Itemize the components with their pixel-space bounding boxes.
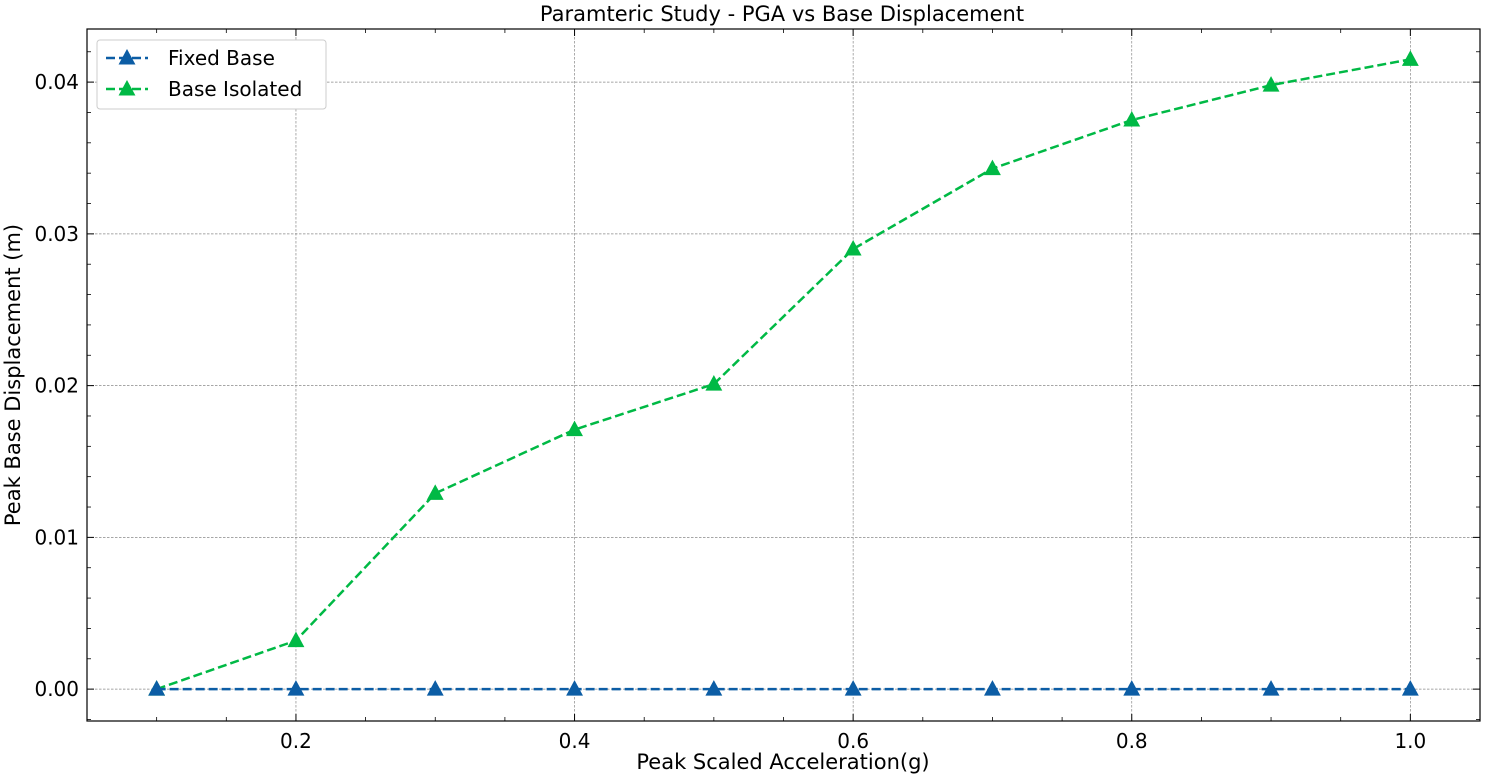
fixed-base-marker [426,680,444,696]
base-isolated-marker [1401,50,1419,66]
fixed-base-marker [705,680,723,696]
grid-lines [87,29,1480,721]
x-axis-label: Peak Scaled Acceleration(g) [636,750,929,774]
base-isolated-marker [844,239,862,256]
x-tick-label: 1.0 [1394,729,1426,753]
fixed-base-marker [566,680,583,696]
y-tick-label: 0.02 [34,374,79,398]
plot-area [148,50,1419,696]
y-tick-label: 0.01 [34,525,79,549]
base-isolated-marker [426,484,444,500]
legend: Fixed Base Base Isolated [96,39,327,110]
fixed-base-marker [148,680,166,696]
legend-label-base-isolated: Base Isolated [168,77,302,101]
base-isolated-marker [566,420,583,437]
legend-marker-base-isolated [118,79,136,96]
base-isolated-marker [705,375,723,391]
legend-label-fixed-base: Fixed Base [168,46,275,70]
chart-title: Paramteric Study - PGA vs Base Displacem… [540,2,1024,26]
legend-box [96,39,327,110]
legend-marker-fixed-base [118,48,136,65]
y-tick-label: 0.03 [34,222,79,246]
x-tick-label: 0.4 [559,729,591,753]
y-axis-label: Peak Base Displacement (m) [1,224,25,526]
x-tick-label: 0.2 [280,729,312,753]
fixed-base-marker [287,680,305,696]
y-tick-label: 0.00 [34,677,79,701]
fixed-base-marker [984,680,1001,696]
y-tick-label: 0.04 [34,70,79,94]
fixed-base-marker [1401,680,1419,696]
base-isolated-line [156,58,1411,691]
base-isolated-marker [287,631,305,648]
base-isolated-marker [1123,111,1141,127]
base-isolated-marker [984,159,1001,176]
base-isolated-marker [1262,76,1280,92]
x-tick-label: 0.8 [1116,729,1148,753]
axis-ticks: 0.2 0.4 0.6 0.8 1.0 0.00 0.01 0.02 0.03 0.04 [34,29,1480,753]
fixed-base-marker [1262,680,1280,696]
x-tick-label: 0.6 [837,729,869,753]
fixed-base-marker [1123,680,1141,696]
fixed-base-marker [844,680,862,696]
